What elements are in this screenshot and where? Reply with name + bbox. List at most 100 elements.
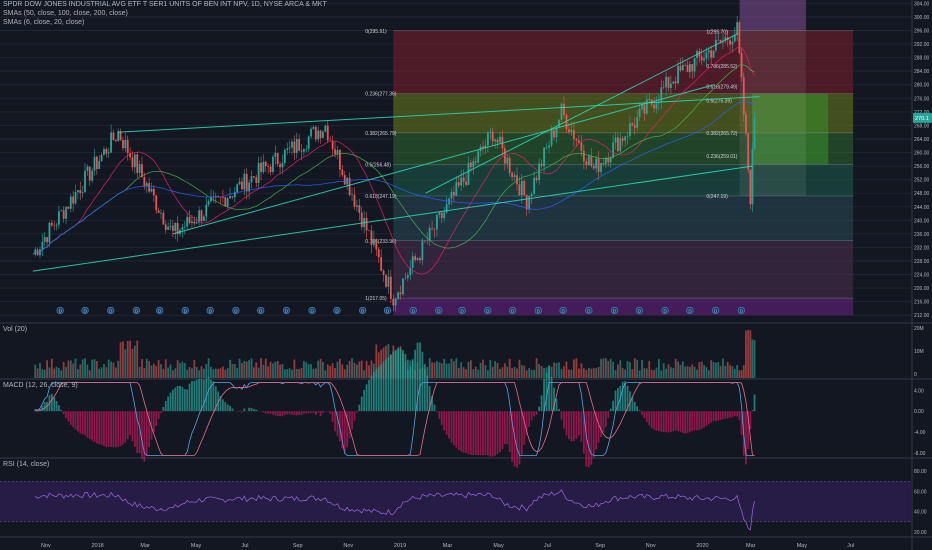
volume-bar — [183, 363, 186, 378]
candle-body — [346, 177, 349, 185]
macd-histogram-bar — [160, 411, 162, 414]
macd-histogram-bar — [84, 411, 86, 436]
volume-bar — [169, 364, 172, 378]
trendline-rising — [172, 84, 715, 235]
volume-bar — [84, 358, 86, 378]
candle-body — [160, 212, 162, 214]
macd-histogram-bar — [440, 411, 443, 425]
candle-body — [540, 163, 543, 167]
candle-body — [681, 65, 684, 71]
candle-body — [472, 161, 475, 168]
candle-body — [624, 136, 627, 141]
candle-body — [489, 131, 492, 133]
candle-body — [749, 169, 752, 205]
dividend-marker-label: D — [83, 308, 87, 313]
volume-bar — [293, 359, 296, 378]
fib-level-label: 0.382(265.79) — [365, 131, 396, 137]
macd-histogram-bar — [503, 411, 506, 444]
macd-histogram-bar — [499, 411, 501, 453]
candle-body — [176, 222, 179, 235]
volume-bar — [136, 340, 139, 378]
volume-bar — [600, 358, 602, 378]
macd-pane-title[interactable]: MACD (12, 26, close, 9) — [3, 382, 78, 389]
macd-histogram-bar — [445, 411, 448, 435]
volume-bar — [558, 362, 560, 378]
macd-histogram-bar — [119, 411, 122, 447]
sma-long-legend[interactable]: SMAs (50, close, 100, close, 200, close) — [3, 10, 128, 17]
macd-histogram-bar — [568, 411, 570, 440]
candle-body — [351, 194, 353, 196]
macd-histogram-bar — [469, 411, 472, 455]
volume-bar — [160, 364, 162, 378]
volume-bar — [322, 362, 324, 378]
candle-body — [188, 216, 191, 224]
volume-bar — [224, 369, 227, 378]
candle-body — [491, 131, 494, 142]
volume-bar — [298, 369, 301, 378]
candle-body — [751, 149, 754, 205]
dividend-marker — [585, 306, 593, 315]
candle-body — [553, 130, 555, 138]
volume-bar — [457, 368, 460, 378]
candle-body — [198, 210, 200, 223]
time-axis-label: May — [493, 543, 504, 549]
candle-body — [602, 163, 605, 165]
volume-pane-title[interactable]: Vol (20) — [3, 326, 28, 333]
candle-body — [291, 141, 293, 148]
macd-histogram-bar — [202, 379, 205, 412]
price-axis-tick: 228.00 — [914, 259, 930, 265]
candle-body — [307, 136, 310, 149]
candle-body — [382, 270, 385, 275]
price-axis-tick: 212.00 — [914, 313, 930, 319]
macd-histogram-bar — [210, 379, 212, 412]
volume-bar — [563, 366, 565, 378]
candle-body — [575, 139, 578, 141]
price-axis-tick: 264.00 — [914, 137, 930, 143]
macd-histogram-bar — [43, 402, 46, 412]
macd-histogram-bar — [681, 411, 684, 433]
macd-histogram-bar — [351, 411, 353, 430]
volume-bar — [722, 358, 724, 378]
macd-histogram-bar — [662, 411, 665, 432]
macd-histogram-bar — [55, 401, 58, 412]
candle-body — [53, 225, 56, 226]
price-axis-tick: 232.00 — [914, 245, 930, 251]
candle-body — [535, 177, 538, 181]
volume-bar — [455, 358, 458, 378]
macd-histogram-bar — [248, 407, 251, 412]
macd-histogram-bar — [98, 411, 101, 445]
volume-bar — [516, 368, 518, 378]
volume-bar — [753, 340, 756, 378]
macd-histogram-bar — [595, 411, 598, 450]
macd-histogram-bar — [79, 411, 82, 434]
macd-histogram-bar — [729, 411, 731, 418]
rsi-pane-title[interactable]: RSI (14, close) — [3, 461, 50, 468]
macd-histogram-bar — [288, 411, 291, 415]
volume-bar — [39, 363, 41, 378]
macd-histogram-bar — [283, 411, 286, 415]
sma-short-legend[interactable]: SMAs (6, close, 20, close) — [3, 19, 85, 26]
volume-bar — [348, 360, 351, 378]
volume-bar — [679, 364, 682, 378]
macd-histogram-bar — [53, 397, 56, 412]
volume-bar — [440, 363, 443, 378]
volume-bar — [360, 360, 363, 378]
volume-bar — [314, 368, 317, 378]
volume-bar — [150, 365, 153, 378]
candle-body — [753, 117, 756, 150]
volume-bar — [565, 361, 568, 378]
candle-body — [585, 161, 588, 166]
candle-body — [450, 191, 453, 199]
candle-body — [62, 210, 65, 219]
macd-histogram-bar — [129, 411, 131, 436]
fib-level-label: 0.618(247.19) — [365, 194, 396, 200]
volume-bar — [126, 340, 129, 378]
candle-body — [88, 166, 91, 181]
candle-body — [691, 64, 694, 72]
candle-body — [50, 222, 53, 226]
dividend-marker — [156, 306, 164, 315]
volume-bar — [114, 367, 117, 378]
symbol-title[interactable]: SPDR DOW JONES INDUSTRIAL AVG ETF T SER1… — [3, 1, 327, 8]
macd-histogram-bar — [607, 411, 610, 418]
